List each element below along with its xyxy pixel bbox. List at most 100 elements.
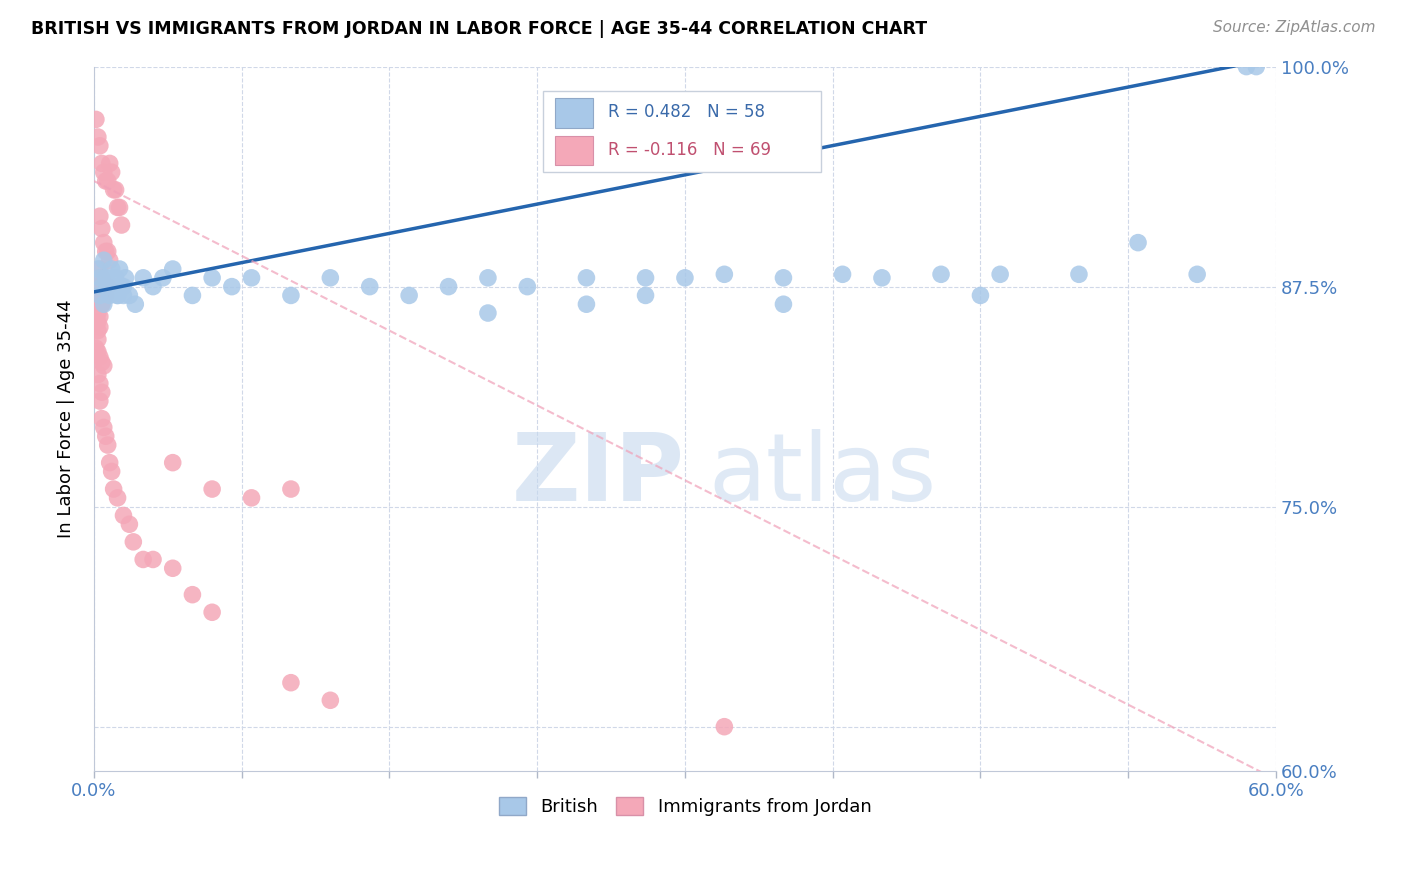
Point: [103, 183, 125, 197]
Point: [114, 270, 136, 285]
Text: BRITISH VS IMMIGRANTS FROM JORDAN IN LABOR FORCE | AGE 35-44 CORRELATION CHART: BRITISH VS IMMIGRANTS FROM JORDAN IN LAB…: [31, 20, 927, 37]
Point: [93, 297, 115, 311]
Point: [90, 385, 112, 400]
Point: [201, 270, 224, 285]
Point: [107, 288, 129, 302]
Point: [97, 279, 120, 293]
Point: [477, 306, 499, 320]
Point: [870, 270, 893, 285]
Point: [1234, 60, 1257, 74]
Point: [87, 324, 110, 338]
Point: [280, 482, 302, 496]
Point: [634, 270, 657, 285]
Point: [104, 270, 127, 285]
Point: [103, 279, 125, 293]
Point: [969, 288, 991, 302]
Point: [107, 491, 129, 505]
Point: [98, 456, 121, 470]
Point: [87, 344, 110, 359]
Point: [87, 279, 110, 293]
Point: [575, 297, 598, 311]
Point: [89, 288, 111, 302]
Text: atlas: atlas: [709, 429, 936, 521]
Text: R = 0.482   N = 58: R = 0.482 N = 58: [609, 103, 765, 121]
Point: [89, 270, 111, 285]
Point: [929, 268, 952, 282]
Point: [673, 270, 696, 285]
Point: [104, 183, 127, 197]
Point: [831, 268, 853, 282]
Point: [97, 174, 120, 188]
Point: [118, 517, 141, 532]
Point: [84, 341, 107, 355]
Point: [89, 288, 111, 302]
Point: [100, 262, 122, 277]
Point: [89, 394, 111, 409]
Point: [1185, 268, 1208, 282]
Point: [89, 350, 111, 364]
Y-axis label: In Labor Force | Age 35-44: In Labor Force | Age 35-44: [58, 300, 75, 538]
Point: [108, 262, 131, 277]
Point: [100, 270, 122, 285]
Point: [89, 288, 111, 302]
Point: [634, 288, 657, 302]
Point: [398, 288, 420, 302]
Point: [93, 253, 115, 268]
Point: [240, 270, 263, 285]
Point: [87, 333, 110, 347]
Point: [107, 288, 129, 302]
Point: [1244, 60, 1267, 74]
Point: [89, 209, 111, 223]
Point: [94, 270, 117, 285]
Point: [100, 165, 122, 179]
Point: [94, 174, 117, 188]
Point: [124, 297, 146, 311]
Point: [713, 843, 735, 857]
Text: R = -0.116   N = 69: R = -0.116 N = 69: [609, 141, 770, 159]
Point: [93, 165, 115, 179]
Point: [110, 218, 132, 232]
Point: [162, 456, 184, 470]
Point: [201, 605, 224, 619]
Point: [90, 297, 112, 311]
Point: [1126, 235, 1149, 250]
Point: [90, 279, 112, 293]
Point: [118, 288, 141, 302]
Point: [97, 438, 120, 452]
Point: [89, 138, 111, 153]
Point: [280, 675, 302, 690]
Point: [87, 262, 110, 277]
Point: [89, 310, 111, 324]
Point: [240, 491, 263, 505]
Point: [89, 262, 111, 277]
Point: [221, 279, 243, 293]
Point: [152, 270, 174, 285]
Point: [988, 268, 1011, 282]
Point: [772, 297, 794, 311]
Point: [181, 588, 204, 602]
Point: [98, 156, 121, 170]
Bar: [555, 136, 593, 165]
Point: [93, 235, 115, 250]
Point: [90, 221, 112, 235]
Point: [90, 156, 112, 170]
Point: [93, 279, 115, 293]
Point: [280, 288, 302, 302]
Point: [1067, 268, 1090, 282]
Point: [90, 355, 112, 369]
Point: [94, 244, 117, 259]
Point: [713, 720, 735, 734]
Point: [97, 279, 120, 293]
Point: [89, 320, 111, 334]
Point: [319, 270, 342, 285]
Point: [97, 244, 120, 259]
Point: [437, 279, 460, 293]
Point: [477, 270, 499, 285]
Point: [84, 112, 107, 127]
Point: [575, 270, 598, 285]
Point: [90, 411, 112, 425]
Point: [87, 306, 110, 320]
Point: [516, 279, 538, 293]
Point: [108, 201, 131, 215]
Point: [162, 262, 184, 277]
